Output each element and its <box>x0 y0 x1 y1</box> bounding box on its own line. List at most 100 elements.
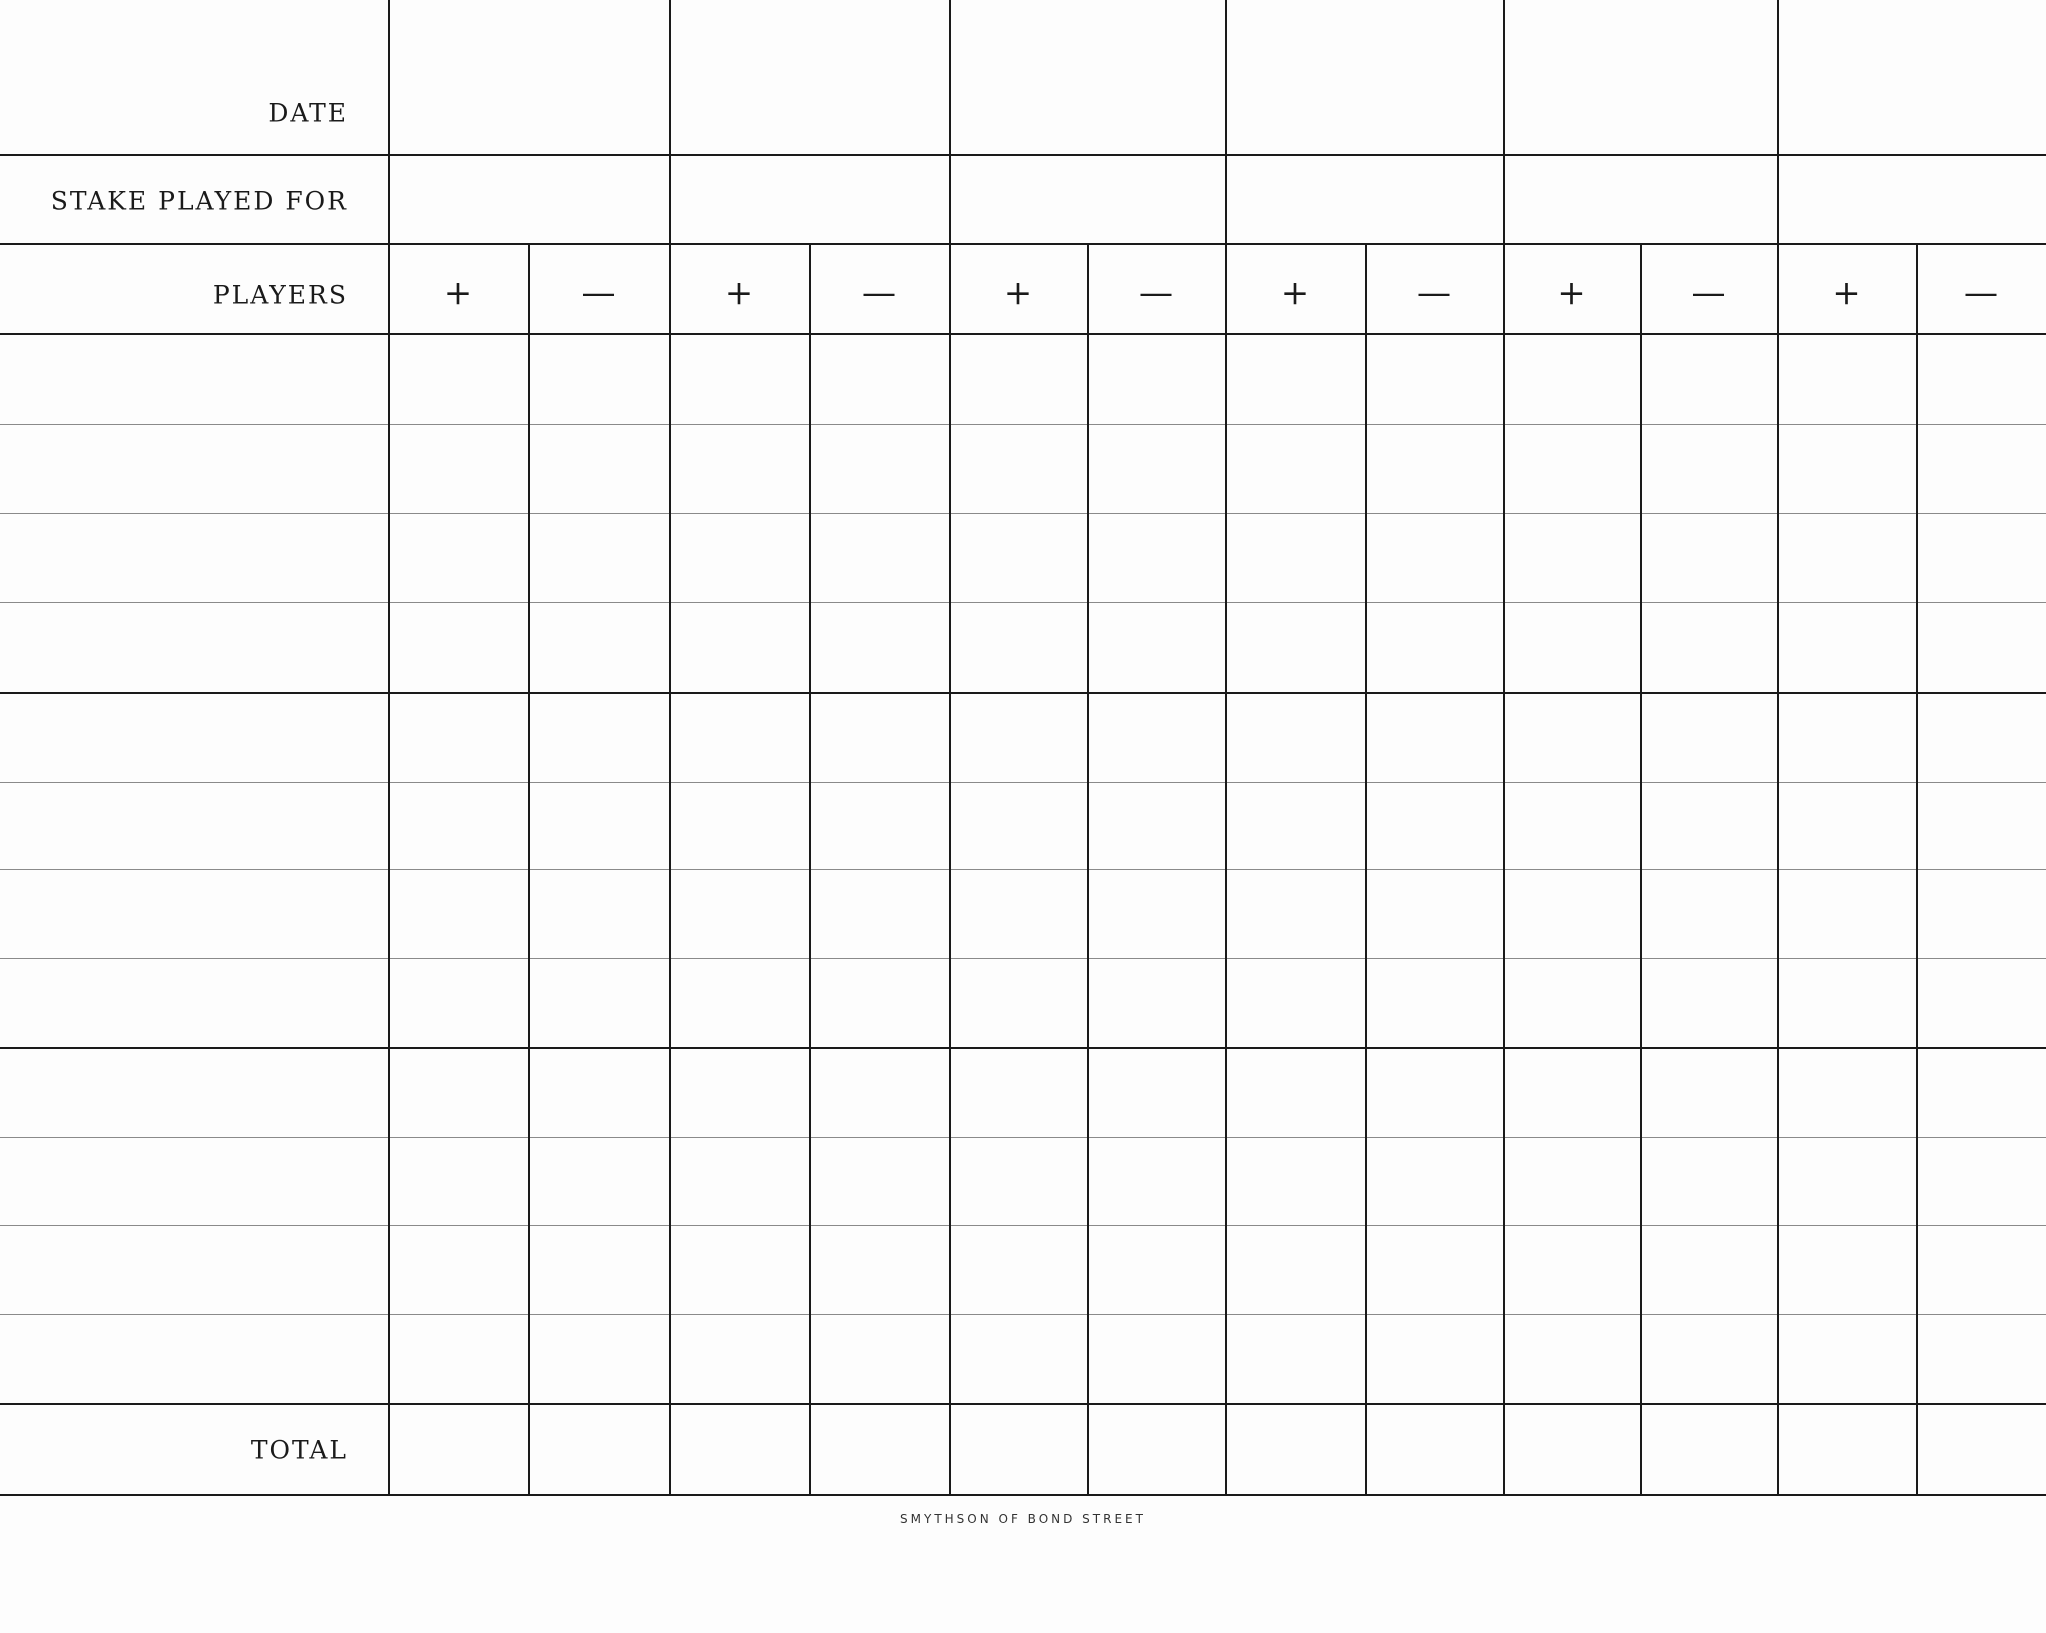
score-minus-cell[interactable] <box>1365 1314 1503 1403</box>
score-plus-cell[interactable] <box>669 1225 809 1314</box>
score-minus-cell[interactable] <box>528 782 669 869</box>
score-minus-cell[interactable] <box>1640 513 1777 602</box>
score-plus-cell[interactable] <box>949 424 1087 513</box>
score-plus-cell[interactable] <box>1777 424 1916 513</box>
total-minus-cell[interactable] <box>1640 1403 1777 1494</box>
score-minus-cell[interactable] <box>809 692 949 782</box>
score-plus-cell[interactable] <box>388 1314 528 1403</box>
stake-cell[interactable] <box>949 154 1225 243</box>
score-plus-cell[interactable] <box>1777 1137 1916 1225</box>
score-plus-cell[interactable] <box>1225 333 1365 424</box>
score-minus-cell[interactable] <box>528 1225 669 1314</box>
score-plus-cell[interactable] <box>949 602 1087 692</box>
score-minus-cell[interactable] <box>1640 1225 1777 1314</box>
stake-cell[interactable] <box>1777 154 2046 243</box>
score-minus-cell[interactable] <box>1640 958 1777 1047</box>
score-minus-cell[interactable] <box>1087 692 1225 782</box>
player-name-cell[interactable] <box>0 958 388 1047</box>
score-minus-cell[interactable] <box>1087 424 1225 513</box>
score-minus-cell[interactable] <box>528 333 669 424</box>
score-plus-cell[interactable] <box>1225 782 1365 869</box>
score-minus-cell[interactable] <box>1087 602 1225 692</box>
player-name-cell[interactable] <box>0 1137 388 1225</box>
score-plus-cell[interactable] <box>1503 333 1640 424</box>
score-minus-cell[interactable] <box>1916 1225 2046 1314</box>
score-plus-cell[interactable] <box>669 333 809 424</box>
score-plus-cell[interactable] <box>1503 692 1640 782</box>
total-plus-cell[interactable] <box>949 1403 1087 1494</box>
score-minus-cell[interactable] <box>1365 1137 1503 1225</box>
score-plus-cell[interactable] <box>949 958 1087 1047</box>
score-plus-cell[interactable] <box>669 602 809 692</box>
total-plus-cell[interactable] <box>1503 1403 1640 1494</box>
score-plus-cell[interactable] <box>669 958 809 1047</box>
score-plus-cell[interactable] <box>1777 1225 1916 1314</box>
score-minus-cell[interactable] <box>809 424 949 513</box>
player-name-cell[interactable] <box>0 869 388 958</box>
score-plus-cell[interactable] <box>1225 602 1365 692</box>
score-plus-cell[interactable] <box>1503 958 1640 1047</box>
total-plus-cell[interactable] <box>1777 1403 1916 1494</box>
score-minus-cell[interactable] <box>809 333 949 424</box>
score-minus-cell[interactable] <box>1365 513 1503 602</box>
stake-cell[interactable] <box>1225 154 1503 243</box>
score-minus-cell[interactable] <box>809 869 949 958</box>
score-plus-cell[interactable] <box>1225 958 1365 1047</box>
player-name-cell[interactable] <box>0 602 388 692</box>
score-minus-cell[interactable] <box>1916 692 2046 782</box>
score-plus-cell[interactable] <box>388 1047 528 1137</box>
score-minus-cell[interactable] <box>1916 333 2046 424</box>
score-minus-cell[interactable] <box>1640 602 1777 692</box>
score-plus-cell[interactable] <box>388 424 528 513</box>
score-plus-cell[interactable] <box>669 869 809 958</box>
total-minus-cell[interactable] <box>1365 1403 1503 1494</box>
score-minus-cell[interactable] <box>1640 424 1777 513</box>
score-plus-cell[interactable] <box>669 692 809 782</box>
score-minus-cell[interactable] <box>1365 782 1503 869</box>
player-name-cell[interactable] <box>0 424 388 513</box>
score-plus-cell[interactable] <box>1503 1225 1640 1314</box>
date-cell[interactable] <box>1503 0 1777 154</box>
score-minus-cell[interactable] <box>1087 1225 1225 1314</box>
score-plus-cell[interactable] <box>388 602 528 692</box>
score-minus-cell[interactable] <box>809 782 949 869</box>
score-plus-cell[interactable] <box>1777 1314 1916 1403</box>
score-minus-cell[interactable] <box>1087 1314 1225 1403</box>
score-plus-cell[interactable] <box>949 1225 1087 1314</box>
score-plus-cell[interactable] <box>1225 1225 1365 1314</box>
score-minus-cell[interactable] <box>1640 1047 1777 1137</box>
score-plus-cell[interactable] <box>1777 869 1916 958</box>
score-minus-cell[interactable] <box>528 1047 669 1137</box>
score-plus-cell[interactable] <box>669 1137 809 1225</box>
score-plus-cell[interactable] <box>388 782 528 869</box>
score-minus-cell[interactable] <box>1087 1137 1225 1225</box>
score-plus-cell[interactable] <box>949 333 1087 424</box>
score-plus-cell[interactable] <box>1225 1047 1365 1137</box>
total-minus-cell[interactable] <box>809 1403 949 1494</box>
score-plus-cell[interactable] <box>388 513 528 602</box>
score-minus-cell[interactable] <box>528 1314 669 1403</box>
score-minus-cell[interactable] <box>528 602 669 692</box>
score-plus-cell[interactable] <box>1777 1047 1916 1137</box>
date-cell[interactable] <box>1225 0 1503 154</box>
score-minus-cell[interactable] <box>528 424 669 513</box>
score-minus-cell[interactable] <box>809 1314 949 1403</box>
score-plus-cell[interactable] <box>1225 692 1365 782</box>
score-plus-cell[interactable] <box>669 424 809 513</box>
score-minus-cell[interactable] <box>1087 958 1225 1047</box>
score-plus-cell[interactable] <box>669 1314 809 1403</box>
score-plus-cell[interactable] <box>1777 513 1916 602</box>
score-plus-cell[interactable] <box>1503 424 1640 513</box>
score-minus-cell[interactable] <box>1640 333 1777 424</box>
score-minus-cell[interactable] <box>1365 602 1503 692</box>
score-minus-cell[interactable] <box>1916 1047 2046 1137</box>
score-minus-cell[interactable] <box>809 1225 949 1314</box>
score-minus-cell[interactable] <box>1916 513 2046 602</box>
score-minus-cell[interactable] <box>1916 602 2046 692</box>
player-name-cell[interactable] <box>0 1047 388 1137</box>
score-minus-cell[interactable] <box>528 513 669 602</box>
total-plus-cell[interactable] <box>388 1403 528 1494</box>
score-minus-cell[interactable] <box>809 513 949 602</box>
score-plus-cell[interactable] <box>949 692 1087 782</box>
score-minus-cell[interactable] <box>1640 782 1777 869</box>
